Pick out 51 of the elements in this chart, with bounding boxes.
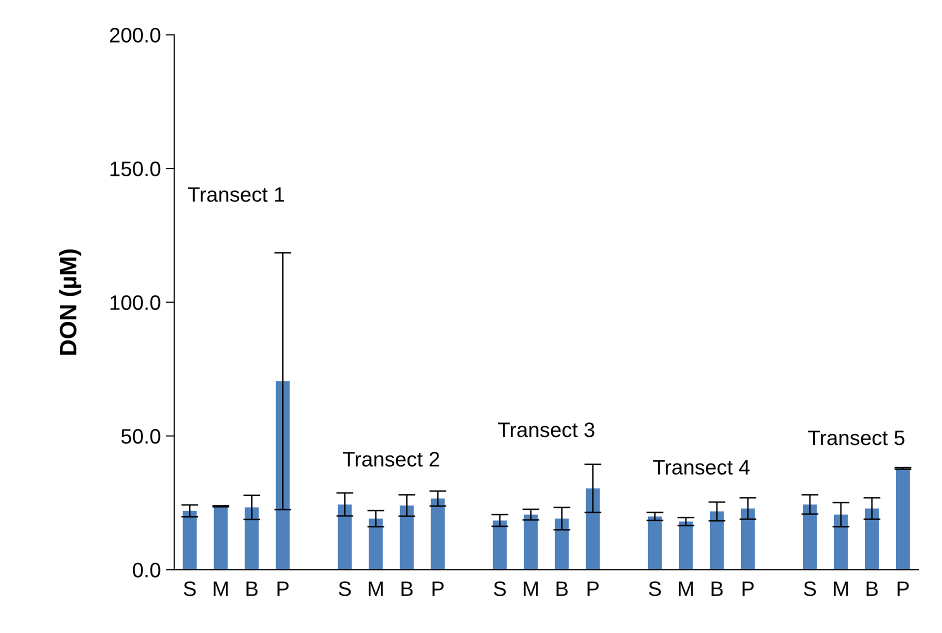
y-tick-label: 0.0: [132, 562, 160, 578]
x-tick-label: M: [368, 582, 383, 596]
x-tick-label: S: [338, 581, 351, 596]
x-tick-label: M: [524, 582, 538, 596]
bar: [524, 514, 538, 570]
bar: [740, 508, 755, 570]
y-tick-label: 100.0: [110, 295, 160, 310]
bar: [400, 506, 414, 570]
bar: [368, 518, 383, 570]
y-tick-label: 150.0: [110, 162, 160, 176]
annotation: Transect 2: [342, 452, 440, 467]
x-tick-label: B: [402, 582, 413, 596]
x-tick-label: P: [588, 582, 599, 596]
x-tick-label: B: [712, 582, 723, 596]
bar: [710, 511, 724, 570]
x-tick-label: P: [278, 582, 289, 596]
x-tick-label: P: [742, 582, 754, 596]
bar: [214, 506, 228, 570]
bar: [834, 514, 848, 570]
x-tick-label: M: [834, 582, 848, 596]
bar: [244, 507, 259, 570]
y-axis-title: DON (µM): [59, 249, 82, 355]
annotation: Transect 5: [808, 430, 904, 446]
x-tick-label: P: [898, 582, 909, 596]
bar: [678, 522, 693, 570]
annotation: Transect 4: [653, 460, 750, 475]
bar: [430, 498, 445, 570]
x-tick-label: B: [866, 582, 878, 596]
bar: [648, 516, 662, 570]
bar: [338, 504, 352, 570]
bar: [896, 468, 910, 570]
x-tick-label: S: [184, 581, 196, 596]
x-tick-label: B: [556, 582, 568, 596]
bar: [802, 504, 817, 570]
x-tick-label: M: [678, 582, 693, 596]
x-tick-label: S: [804, 581, 816, 596]
y-tick-label: 200.0: [110, 28, 160, 43]
annotation: Transect 1: [188, 187, 284, 202]
bar: [554, 518, 569, 570]
annotation: Transect 3: [498, 422, 594, 438]
x-tick-label: B: [246, 582, 258, 596]
bar: [492, 520, 507, 570]
bar: [864, 508, 879, 570]
x-tick-label: M: [214, 582, 228, 596]
bar: [586, 488, 600, 570]
x-tick-label: S: [494, 581, 506, 596]
y-tick-label: 50.0: [121, 428, 160, 444]
bar: [276, 381, 290, 570]
x-tick-label: P: [432, 582, 444, 596]
bar: [182, 510, 197, 570]
x-tick-label: S: [648, 581, 661, 596]
